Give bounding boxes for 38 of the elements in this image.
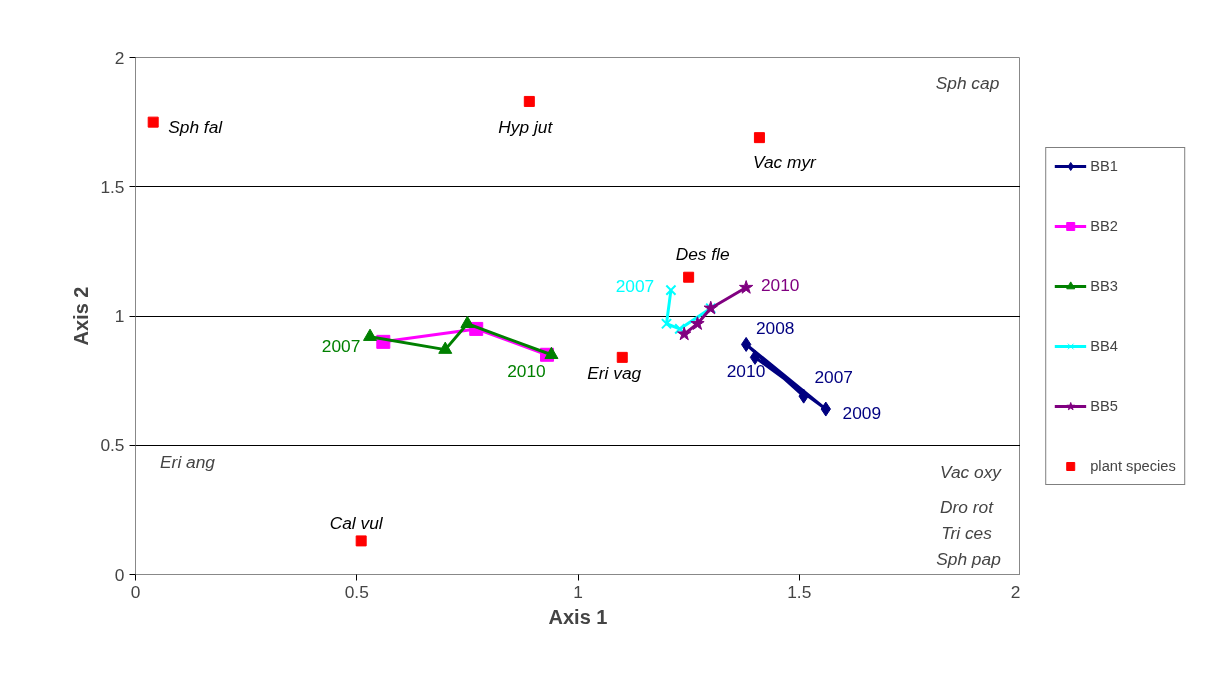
legend-label: BB2 bbox=[1090, 217, 1118, 234]
annotation: Vac myr bbox=[752, 151, 818, 172]
x-tick-label: 0 bbox=[130, 581, 141, 602]
legend-label: BB1 bbox=[1090, 157, 1118, 174]
legend-label: BB3 bbox=[1090, 277, 1118, 294]
annotation: Eri ang bbox=[160, 451, 216, 472]
annotation: Cal vul bbox=[329, 512, 384, 533]
x-tick-label: 1 bbox=[573, 581, 583, 602]
annotation: 2007 bbox=[814, 367, 853, 388]
annotation: 2009 bbox=[842, 403, 882, 424]
y-tick-label: 0.5 bbox=[100, 435, 125, 456]
annotation: 2007 bbox=[321, 335, 361, 356]
annotation: 2008 bbox=[755, 318, 795, 339]
annotation: Sph fal bbox=[168, 117, 224, 138]
y-axis-title: Axis 2 bbox=[70, 286, 93, 346]
annotation: Des fle bbox=[675, 244, 730, 265]
annotation: Vac oxy bbox=[940, 461, 1003, 482]
annotation: 2010 bbox=[726, 361, 766, 382]
y-tick-label: 1.5 bbox=[100, 176, 125, 197]
annotation: Sph pap bbox=[936, 548, 1002, 569]
annotation: 2007 bbox=[615, 276, 655, 297]
y-tick-label: 2 bbox=[114, 47, 125, 68]
y-tick-label: 1 bbox=[114, 306, 125, 326]
x-axis-title: Axis 1 bbox=[548, 605, 608, 628]
legend-label: plant species bbox=[1090, 457, 1176, 474]
x-tick-label: 1.5 bbox=[787, 581, 812, 602]
annotation: Eri vag bbox=[587, 363, 642, 384]
annotation: Tri ces bbox=[941, 522, 993, 543]
legend-label: BB4 bbox=[1090, 337, 1118, 354]
annotation: 2010 bbox=[760, 274, 800, 295]
y-tick-label: 0 bbox=[114, 564, 125, 585]
legend-label: BB5 bbox=[1090, 397, 1118, 414]
annotation: Hyp jut bbox=[498, 117, 554, 138]
x-tick-label: 2 bbox=[1010, 581, 1021, 602]
x-tick-label: 0.5 bbox=[344, 581, 369, 602]
annotation: Sph cap bbox=[935, 72, 1000, 93]
annotation: Dro rot bbox=[940, 496, 995, 517]
annotation: 2010 bbox=[507, 360, 546, 381]
